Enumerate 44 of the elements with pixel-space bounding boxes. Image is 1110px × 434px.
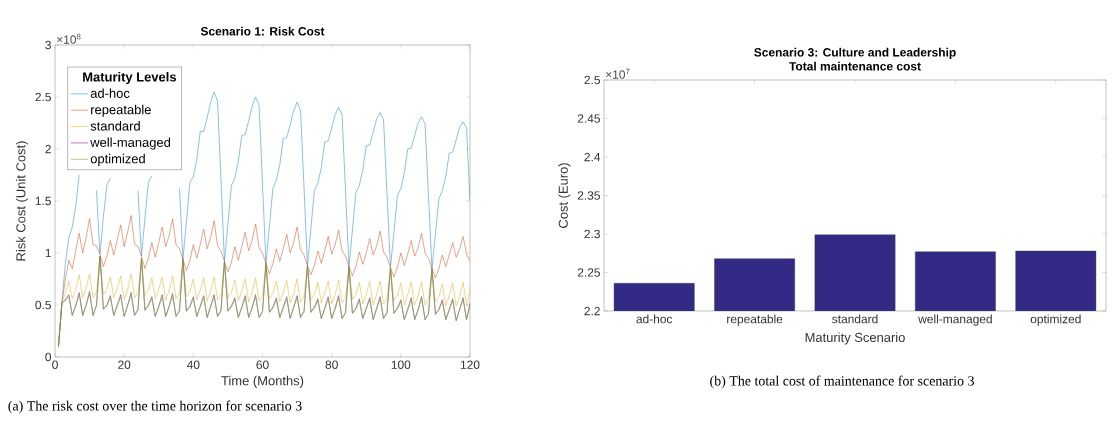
chart-title: Scenario 1: Risk Cost (200, 26, 325, 36)
x-tick-label: 60 (256, 360, 269, 369)
legend-label: ad-hoc (90, 88, 130, 98)
line-series (58, 255, 470, 347)
x-tick-label: standard (832, 314, 878, 324)
x-tick-label: 100 (391, 360, 411, 369)
x-tick-label: repeatable (727, 314, 783, 326)
y-tick-label: 1 (45, 248, 51, 258)
y-tick-label: 2.5 (35, 92, 51, 102)
legend-title: Maturity Levels (83, 72, 176, 85)
text: ×10$^{8}$ (57, 33, 81, 44)
y-axis-title: Cost (Euro) (558, 163, 571, 228)
x-tick-label: ad-hoc (636, 314, 673, 324)
y-tick-label: 2.25 (577, 268, 600, 277)
text: (a) The risk cost over the time horizon for scenario 3 (8, 400, 302, 414)
x-tick-label: 40 (186, 360, 200, 369)
y-tick-label: 1.5 (35, 196, 51, 206)
x-tick-label: 120 (460, 360, 480, 369)
y-tick-label: 2.2 (584, 306, 600, 316)
y-tick-label: 2.4 (584, 152, 601, 162)
x-tick-label: well-managed (918, 314, 992, 326)
legend-label: repeatable (91, 104, 151, 117)
y-tick-label: 2.3 (584, 229, 600, 239)
y-axis-title: Risk Cost (Unit Cost) (15, 141, 29, 261)
y-tick-label: 2.35 (577, 191, 600, 200)
y-tick-label: 3 (45, 40, 51, 50)
legend-label: well-managed (90, 137, 171, 150)
x-tick-label: optimized (1030, 314, 1081, 326)
text: (b) The total cost of maintenance for scenario 3 (710, 375, 974, 389)
legend-label: optimized (90, 153, 145, 166)
x-axis-title: Time (Months) (221, 375, 304, 388)
x-tick-label: 20 (118, 360, 131, 369)
x-tick-label: 0 (52, 360, 58, 369)
text: ×10$^{7}$ (606, 68, 630, 79)
y-tick-label: 2.5 (584, 75, 600, 85)
x-tick-label: 80 (325, 360, 338, 369)
y-tick-label: 2.45 (577, 114, 600, 123)
y-tick-label: 2 (45, 144, 51, 154)
chart-subtitle: Total maintenance cost (789, 61, 921, 71)
legend-label: standard (90, 121, 140, 131)
chart-title: Scenario 3: Culture and Leadership (754, 47, 956, 59)
y-tick-label: 0.5 (35, 300, 51, 310)
y-tick-label: 0 (45, 352, 52, 362)
x-axis-title: Maturity Scenario (805, 332, 905, 345)
